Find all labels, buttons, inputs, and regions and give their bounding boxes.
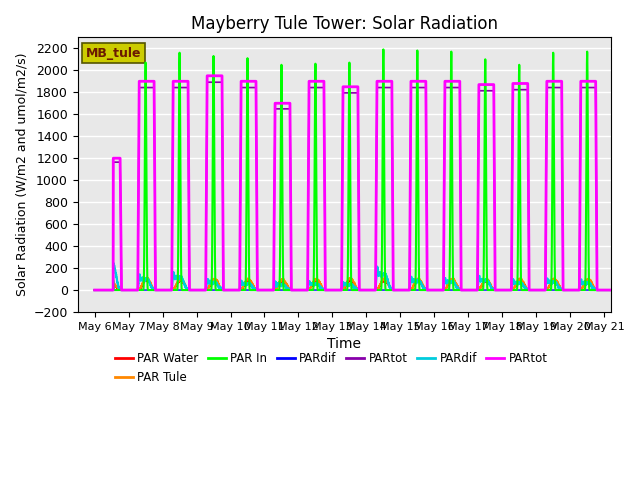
X-axis label: Time: Time (327, 337, 362, 351)
Legend: PAR Water, PAR Tule, PAR In, PARdif, PARtot, PARdif, PARtot: PAR Water, PAR Tule, PAR In, PARdif, PAR… (110, 347, 552, 388)
Title: Mayberry Tule Tower: Solar Radiation: Mayberry Tule Tower: Solar Radiation (191, 15, 498, 33)
Text: MB_tule: MB_tule (86, 47, 141, 60)
Y-axis label: Solar Radiation (W/m2 and umol/m2/s): Solar Radiation (W/m2 and umol/m2/s) (15, 53, 28, 297)
